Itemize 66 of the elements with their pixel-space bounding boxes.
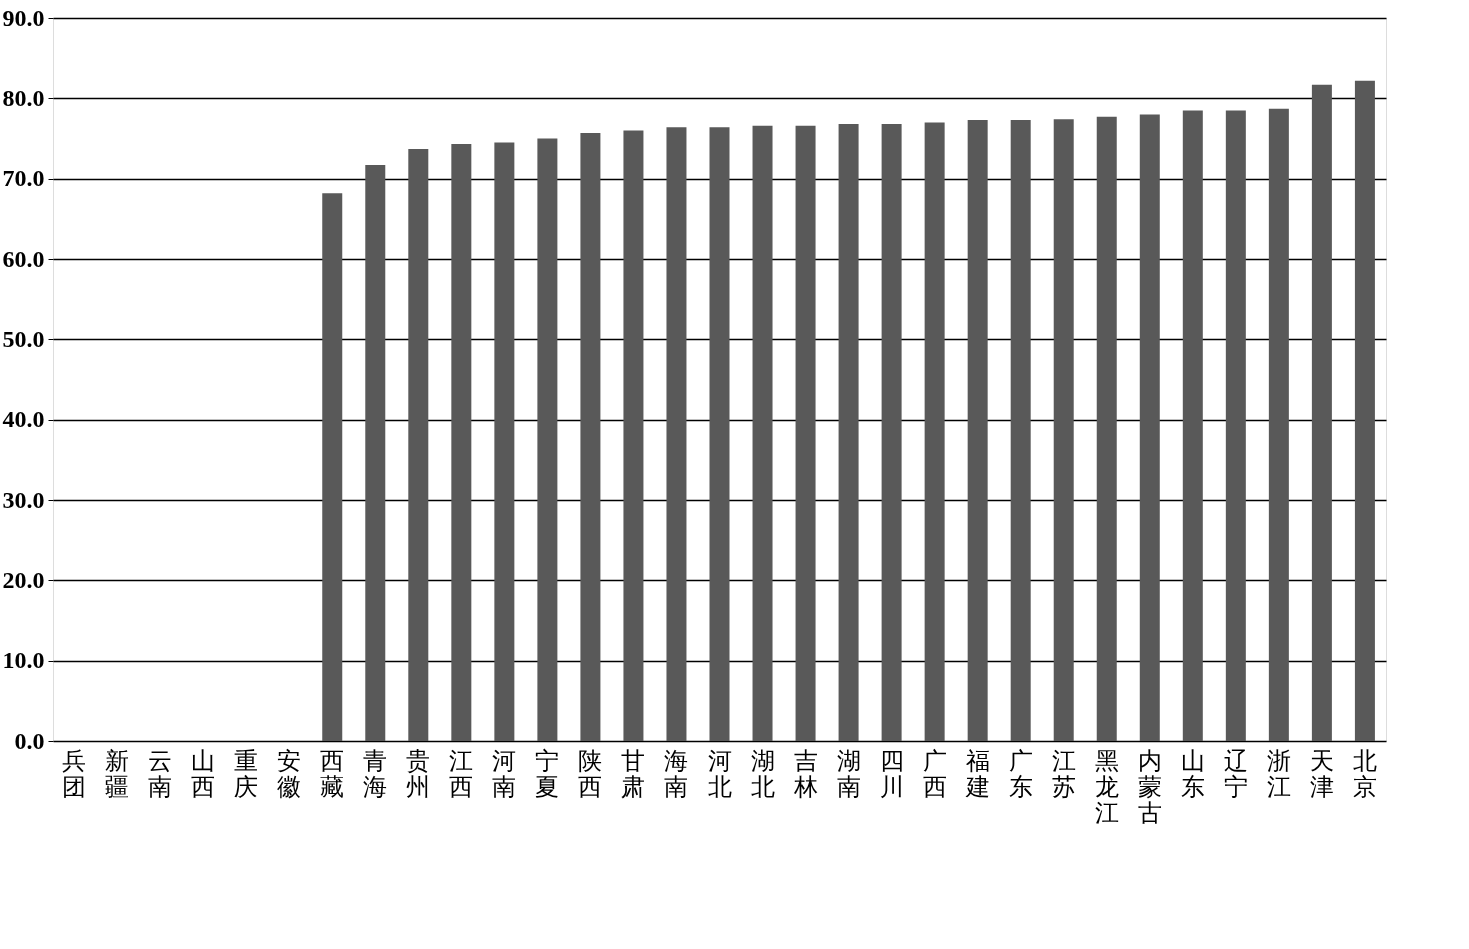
y-tick-label: 90.0	[2, 4, 45, 31]
x-tick-label: 西藏	[320, 747, 345, 800]
bar	[1053, 119, 1074, 741]
x-tick-label: 宁夏	[535, 747, 560, 800]
y-tick-label: 40.0	[2, 406, 45, 433]
x-tick-label: 湖南	[836, 747, 861, 800]
bar	[881, 124, 902, 741]
bar	[623, 130, 644, 741]
x-tick-label: 海南	[664, 747, 689, 800]
x-tick-label: 浙江	[1266, 747, 1291, 800]
x-tick-label: 江苏	[1051, 747, 1076, 800]
x-tick-label: 河北	[707, 747, 732, 800]
x-tick-label: 安徽	[277, 747, 302, 800]
y-tick-label: 0.0	[14, 727, 45, 754]
x-tick-label: 广西	[922, 747, 947, 800]
x-tick-label: 重庆	[234, 747, 259, 800]
bar	[924, 122, 945, 741]
x-tick-label: 河南	[492, 747, 517, 800]
x-tick-label: 北京	[1352, 747, 1377, 800]
bar	[838, 124, 859, 741]
x-tick-label: 兵团	[62, 747, 87, 800]
bar	[1139, 114, 1160, 741]
x-tick-label: 云南	[148, 747, 173, 800]
x-tick-label: 四川	[879, 747, 904, 800]
x-tick-label: 黑龙江	[1094, 747, 1119, 826]
x-tick-label: 山东	[1180, 747, 1205, 800]
x-tick-label: 甘肃	[621, 747, 646, 800]
bar	[1096, 116, 1117, 741]
bar	[365, 165, 386, 741]
bar	[666, 127, 687, 741]
x-tick-label: 天津	[1309, 747, 1334, 800]
bar	[494, 142, 515, 741]
x-tick-label: 江西	[449, 747, 474, 800]
bar	[1311, 84, 1332, 741]
x-tick-label: 福建	[964, 747, 990, 800]
x-tick-label: 青海	[363, 747, 388, 800]
x-tick-label: 新疆	[105, 747, 130, 800]
x-tick-label: 湖北	[750, 747, 775, 800]
x-tick-label: 吉林	[792, 747, 818, 800]
bar	[408, 148, 429, 741]
bar	[451, 144, 472, 741]
bar	[1354, 80, 1375, 741]
bar	[580, 132, 601, 741]
y-tick-label: 10.0	[2, 647, 45, 674]
bar	[752, 125, 773, 741]
y-tick-label: 20.0	[2, 566, 45, 593]
y-tick-label: 30.0	[2, 486, 45, 513]
x-tick-label: 陕西	[578, 747, 603, 800]
y-tick-label: 50.0	[2, 325, 45, 352]
bar	[1010, 120, 1031, 741]
bar	[967, 120, 988, 741]
bar	[322, 193, 343, 741]
bar	[1268, 108, 1289, 741]
x-tick-label: 内蒙古	[1137, 747, 1162, 826]
y-tick-label: 80.0	[2, 84, 45, 111]
x-tick-label: 山西	[191, 747, 216, 800]
x-tick-label: 贵州	[406, 747, 431, 800]
x-tick-label: 辽宁	[1223, 747, 1248, 800]
y-tick-label: 70.0	[2, 165, 45, 192]
bar	[537, 138, 558, 741]
bar	[795, 125, 816, 741]
bar	[709, 127, 730, 741]
x-tick-label: 广东	[1008, 747, 1033, 800]
y-tick-label: 60.0	[2, 245, 45, 272]
bar	[1225, 110, 1246, 741]
bar	[1182, 110, 1203, 741]
